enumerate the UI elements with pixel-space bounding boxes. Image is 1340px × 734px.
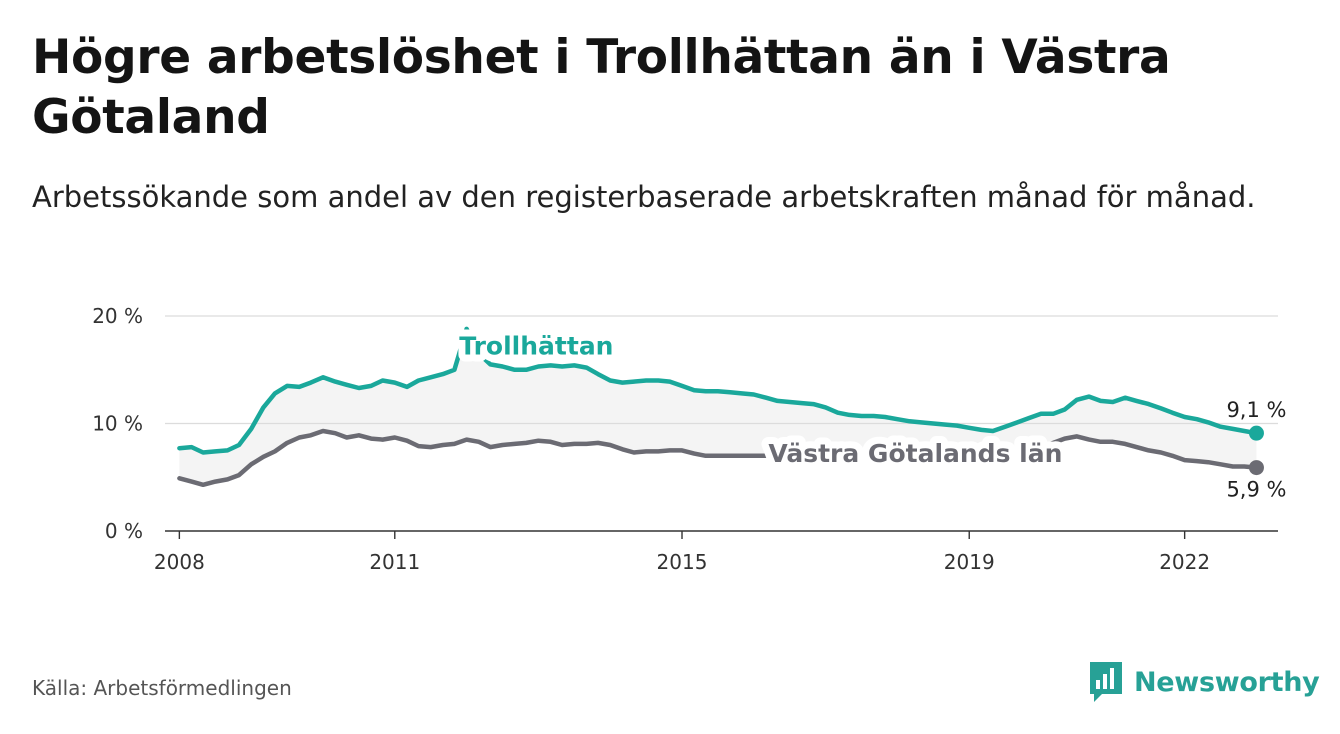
x-tick-label: 2015	[657, 550, 708, 574]
series-gap-band	[179, 328, 1257, 485]
series-label-vastra-gotaland: Västra Götalands län	[768, 439, 1062, 468]
series-line-trollhattan	[177, 326, 1259, 455]
y-tick-label: 20 %	[92, 304, 143, 328]
y-tick-label: 10 %	[92, 412, 143, 436]
series-label-trollhattan: Trollhättan	[459, 332, 613, 361]
newsworthy-logo: Newsworthy	[1088, 660, 1320, 704]
line-chart: 0 % 10 % 20 % 2008 2011 2015 2019 2022 Trollhätt…	[92, 304, 1286, 574]
x-tick-label: 2019	[944, 550, 995, 574]
brand-name: Newsworthy	[1134, 666, 1320, 698]
end-value-trollhattan: 9,1 %	[1226, 398, 1286, 422]
x-tick-label: 2022	[1159, 550, 1210, 574]
chart-title: Högre arbetslöshet i Trollhättan än i Vä…	[32, 30, 1171, 145]
end-value-vastra-gotaland: 5,9 %	[1226, 478, 1286, 502]
y-tick-label: 0 %	[105, 519, 143, 543]
endpoint-trollhattan	[1248, 425, 1264, 441]
chart-subtitle: Arbetssökande som andel av den registerb…	[32, 180, 1256, 214]
x-tick-label: 2011	[369, 550, 420, 574]
series-line-vastra-gotaland	[177, 428, 1259, 488]
series-label-trollhattan-halo: Trollhättan	[459, 332, 613, 361]
endpoint-vastra-gotaland	[1248, 460, 1264, 476]
bar-chart-icon	[1090, 662, 1122, 702]
series-label-vastra-gotaland-halo: Västra Götalands län	[768, 439, 1062, 468]
x-tick-label: 2008	[154, 550, 205, 574]
source-note: Källa: Arbetsförmedlingen	[32, 676, 292, 700]
